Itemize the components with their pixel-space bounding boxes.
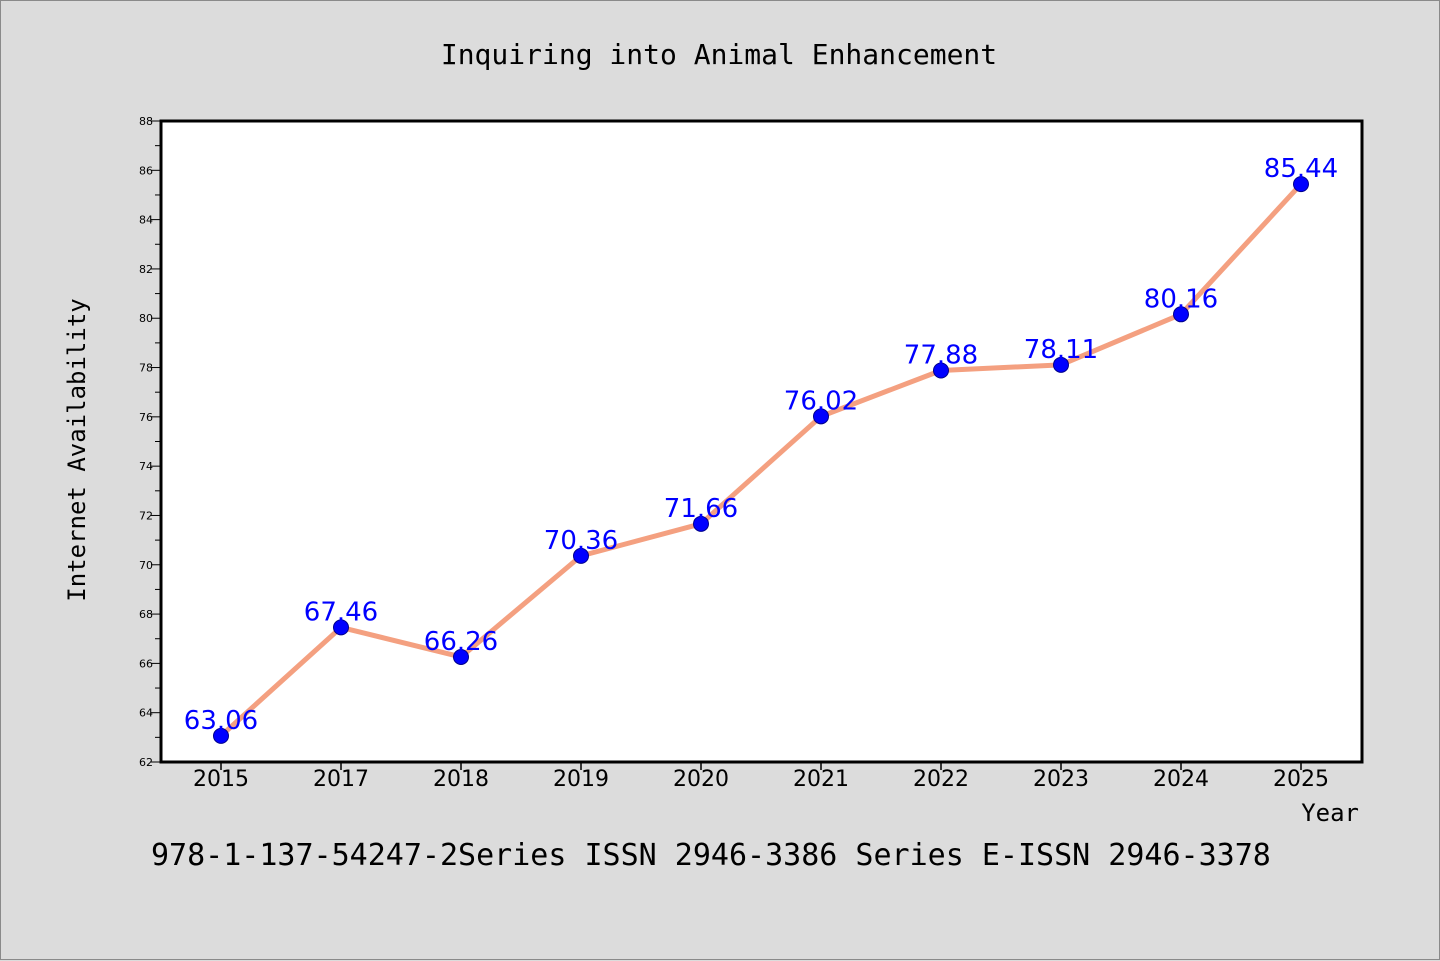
- data-point: [1053, 356, 1069, 373]
- y-tick-label: 82: [139, 263, 153, 276]
- y-tick-label: 64: [139, 707, 153, 720]
- data-label: 71.66: [664, 494, 738, 524]
- y-tick-label: 78: [139, 362, 153, 375]
- y-tick-label: 80: [139, 312, 153, 325]
- y-axis-label: Internet Availability: [63, 298, 91, 601]
- data-point: [1293, 176, 1309, 193]
- y-tick-label: 72: [139, 509, 153, 522]
- plot-area: [159, 119, 1364, 764]
- x-axis-label: Year: [1301, 799, 1359, 827]
- data-point: [933, 362, 949, 379]
- series-markers: [213, 176, 1309, 744]
- x-tick-label: 2015: [193, 767, 249, 792]
- x-tick-label: 2019: [553, 767, 609, 792]
- data-label: 70.36: [544, 526, 618, 556]
- data-label: 67.46: [304, 597, 378, 627]
- y-tick-label: 74: [139, 460, 153, 473]
- y-tick-label: 70: [139, 559, 153, 572]
- x-tick-label: 2022: [913, 767, 969, 792]
- footer-isbn-text: 978-1-137-54247-2Series ISSN 2946-3386 S…: [151, 838, 1271, 873]
- y-tick-label: 86: [139, 164, 153, 177]
- data-point: [213, 727, 229, 744]
- y-tick-label: 76: [139, 411, 153, 424]
- x-axis: 2015 2017 2018 2019 2020 2021 2022 2023 2024 2025: [193, 762, 1329, 792]
- series-line: [219, 182, 1303, 738]
- x-tick-label: 2018: [433, 767, 489, 792]
- y-tick-label: 68: [139, 608, 153, 621]
- chart-title: Inquiring into Animal Enhancement: [441, 38, 997, 71]
- data-label: 77.88: [904, 340, 978, 370]
- data-point: [1173, 306, 1189, 323]
- data-label: 78.11: [1024, 335, 1098, 365]
- data-point: [573, 547, 589, 564]
- x-tick-label: 2017: [313, 767, 369, 792]
- data-label: 80.16: [1144, 284, 1218, 314]
- data-label: 76.02: [784, 386, 858, 416]
- x-tick-label: 2020: [673, 767, 729, 792]
- x-tick-label: 2023: [1033, 767, 1089, 792]
- data-label: 63.06: [184, 706, 258, 736]
- data-label: 85.44: [1264, 154, 1338, 184]
- data-point: [453, 648, 469, 665]
- x-tick-label: 2025: [1273, 767, 1329, 792]
- x-tick-label: 2024: [1153, 767, 1209, 792]
- y-tick-label: 66: [139, 657, 153, 670]
- data-point: [813, 408, 829, 425]
- y-tick-label: 62: [139, 756, 153, 769]
- y-axis: 62 64 66 68 70 72 74 76 78 80 82 84 86 88: [139, 115, 161, 769]
- data-label: 66.26: [424, 627, 498, 657]
- y-tick-label: 88: [139, 115, 153, 128]
- y-tick-label: 84: [139, 214, 153, 227]
- x-tick-label: 2021: [793, 767, 849, 792]
- data-labels: 63.06 67.46 66.26 70.36 71.66 76.02 77.88 78.11…: [184, 154, 1338, 736]
- data-point: [693, 515, 709, 532]
- data-point: [333, 619, 349, 636]
